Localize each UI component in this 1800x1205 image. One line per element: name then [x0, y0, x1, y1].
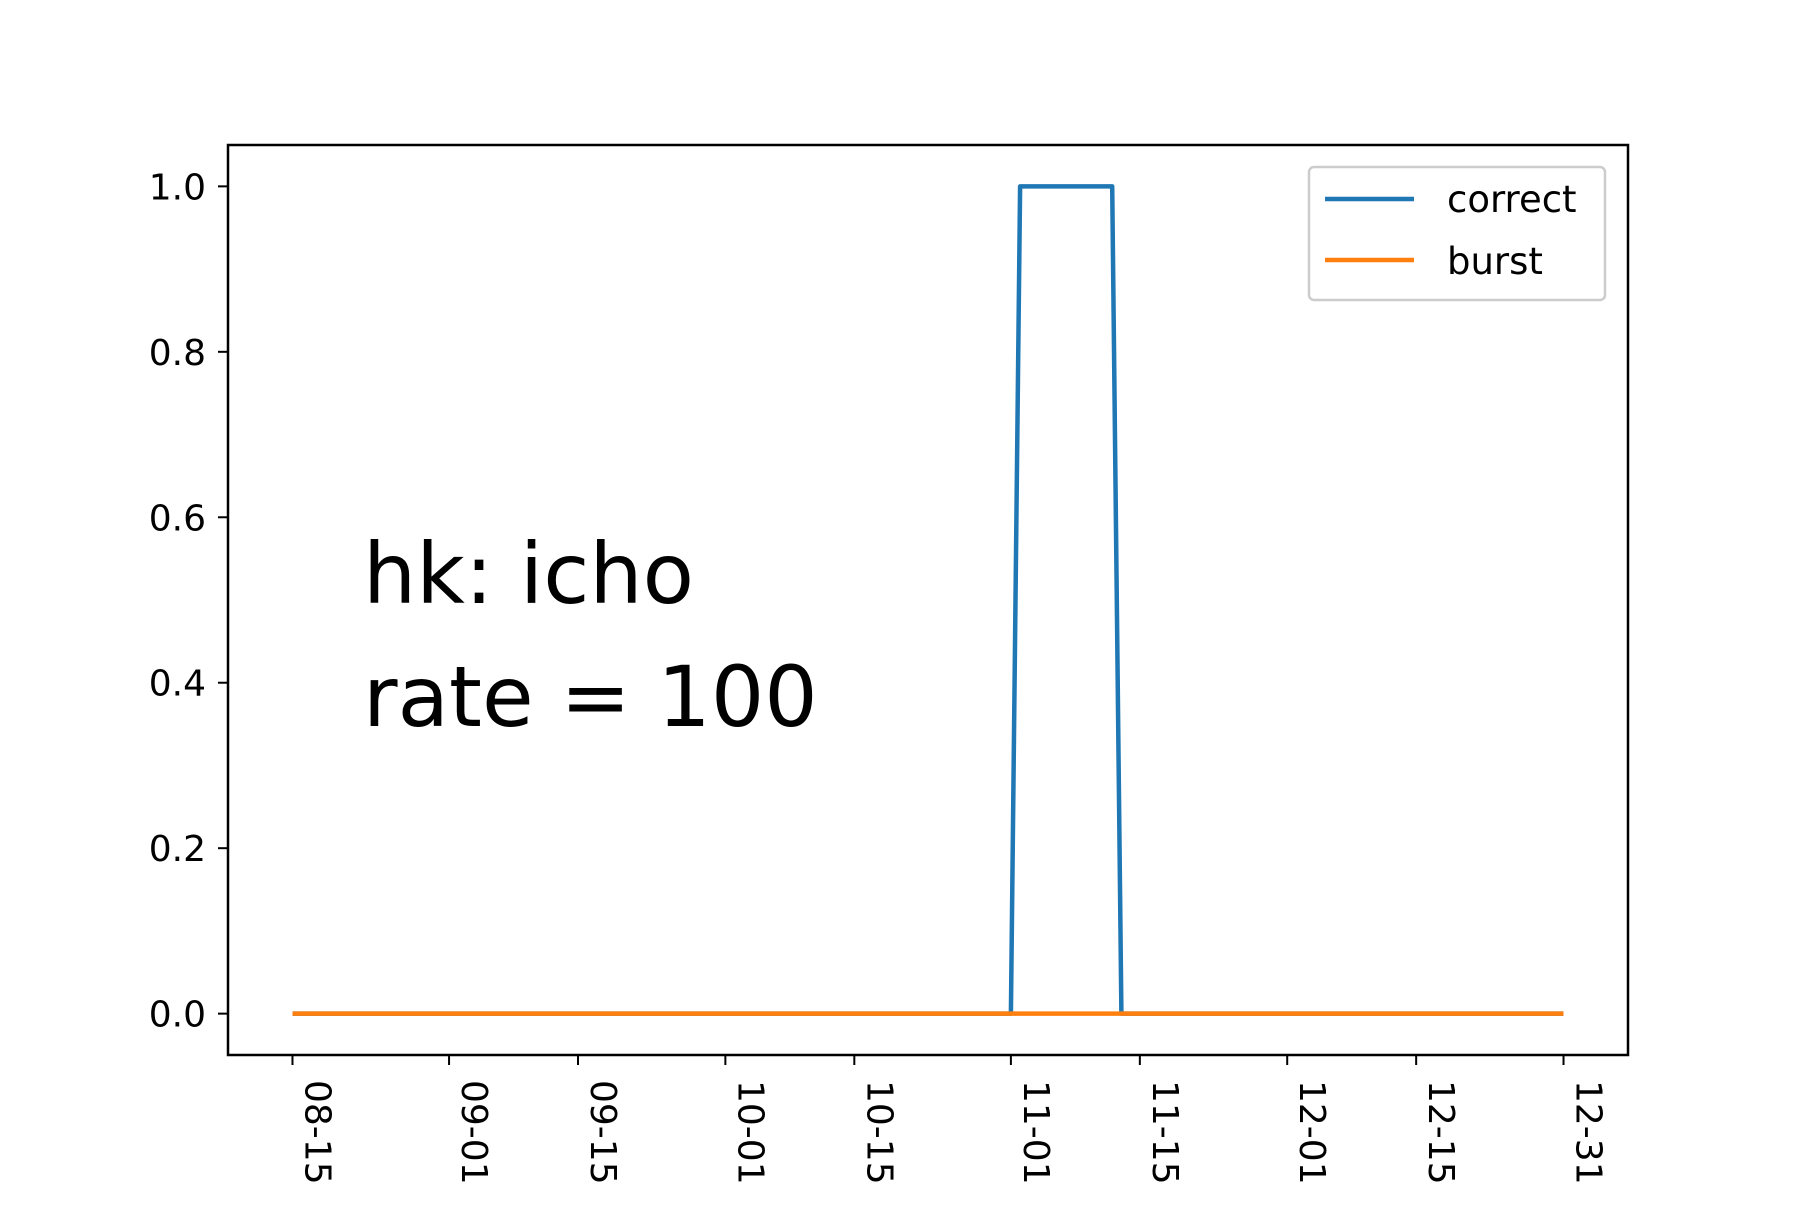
annotations: hk: icho rate = 100	[363, 525, 818, 746]
y-tick-label: 0.2	[149, 829, 206, 870]
axes: 0.0 0.2 0.4 0.6 0.8 1.0 08-15 09-01 09-15 10-01 10…	[149, 143, 1630, 1185]
x-tick-label: 08-15	[296, 1080, 337, 1185]
x-tick-label: 12-01	[1291, 1080, 1332, 1185]
plot-frame	[226, 143, 1630, 1057]
y-tick-label: 1.0	[149, 167, 206, 208]
x-tick-label: 09-01	[453, 1080, 494, 1185]
x-tick-label: 12-15	[1420, 1080, 1461, 1185]
y-tick-label: 0.0	[149, 995, 206, 1036]
annotation-hk: hk: icho	[363, 525, 694, 623]
x-tick-label: 12-31	[1568, 1080, 1609, 1185]
x-tick-label: 10-01	[729, 1080, 770, 1185]
x-tick-label: 10-15	[858, 1080, 899, 1185]
legend-label-correct: correct	[1447, 178, 1577, 221]
series-lines	[292, 184, 1564, 1016]
y-tick-label: 0.4	[149, 664, 206, 705]
legend-label-burst: burst	[1447, 240, 1543, 283]
x-tick-label: 11-15	[1144, 1080, 1185, 1185]
y-tick-label: 0.8	[149, 333, 206, 374]
legend: correct burst	[1307, 165, 1607, 302]
x-tick-label: 11-01	[1015, 1080, 1056, 1185]
y-tick-label: 0.6	[149, 498, 206, 539]
x-tick-label: 09-15	[582, 1080, 623, 1185]
annotation-rate: rate = 100	[363, 648, 818, 746]
